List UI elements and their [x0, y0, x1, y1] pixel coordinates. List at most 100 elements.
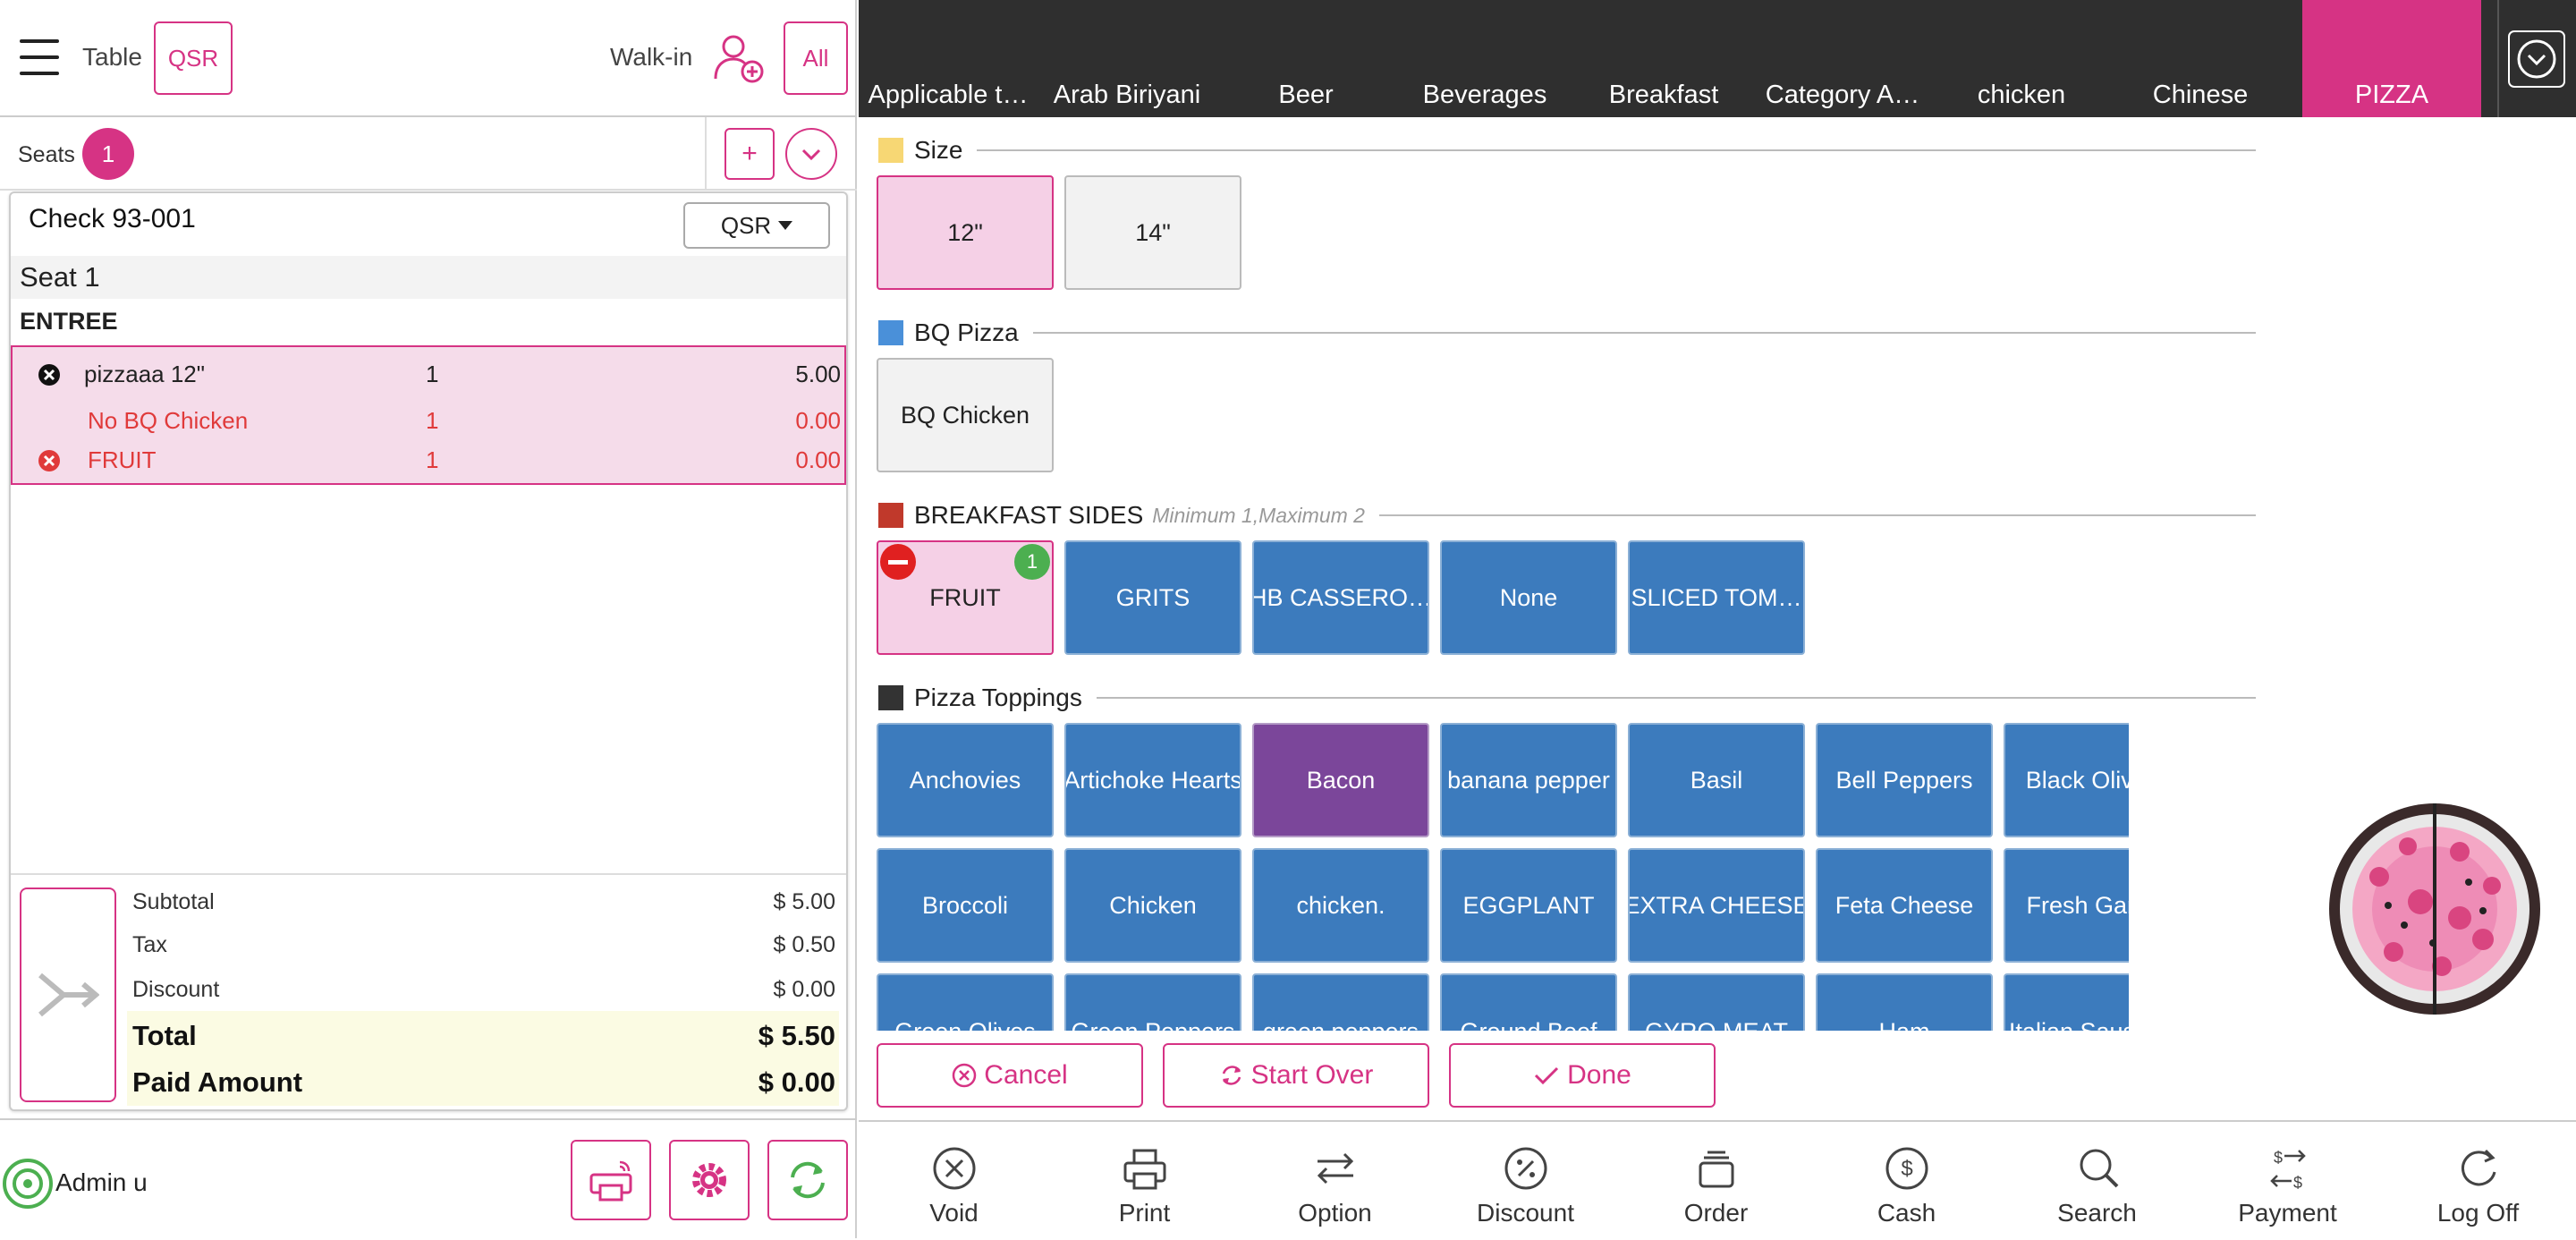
side-option-grits[interactable]: GRITS [1064, 540, 1241, 655]
topping-option[interactable]: Black Olives [2004, 723, 2129, 837]
topping-option[interactable]: Green Olives [877, 973, 1054, 1031]
walkin-label[interactable]: Walk-in [610, 43, 693, 71]
topping-option[interactable]: GYRO MEAT [1628, 973, 1805, 1031]
topping-option[interactable]: Fresh Garlic [2004, 848, 2129, 963]
topping-option[interactable]: Feta Cheese [1816, 848, 1993, 963]
size-option-12[interactable]: 12" [877, 175, 1054, 290]
topping-option[interactable]: Bacon [1252, 723, 1429, 837]
settings-button[interactable] [669, 1140, 750, 1220]
check-title: Check 93-001 [29, 204, 196, 234]
minus-icon[interactable] [880, 544, 916, 580]
side-option-none[interactable]: None [1440, 540, 1617, 655]
cancel-button[interactable]: Cancel [877, 1043, 1143, 1108]
modifier-row[interactable]: FRUIT 1 0.00 [13, 444, 844, 476]
table-label[interactable]: Table [82, 43, 142, 71]
remove-item-icon[interactable] [38, 363, 61, 386]
more-categories-button[interactable] [2497, 0, 2576, 117]
chevron-down-icon [2508, 30, 2565, 88]
void-icon [933, 1147, 975, 1190]
cash-button[interactable]: $ Cash [1811, 1122, 2002, 1240]
check-card: Check 93-001 QSR Seat 1 ENTREE pizzaaa 1… [9, 191, 848, 1111]
tab-chinese[interactable]: Chinese [2152, 81, 2249, 109]
topping-option[interactable]: Bell Peppers [1816, 723, 1993, 837]
seats-label: Seats [18, 142, 75, 167]
order-label: Order [1683, 1199, 1749, 1227]
topping-option[interactable]: Artichoke Hearts [1064, 723, 1241, 837]
size-swatch [878, 138, 903, 163]
menu-icon[interactable] [20, 39, 59, 75]
tab-chicken[interactable]: chicken [1977, 81, 2066, 109]
topping-option[interactable]: EGGPLANT [1440, 848, 1617, 963]
topping-option[interactable]: Italian Sausage [2004, 973, 2129, 1031]
topping-option[interactable]: banana pepper [1440, 723, 1617, 837]
bq-chicken-option[interactable]: BQ Chicken [877, 358, 1054, 472]
tab-beverages[interactable]: Beverages [1422, 81, 1547, 109]
topping-option[interactable]: Chicken [1064, 848, 1241, 963]
divider [2497, 0, 2499, 117]
totals-panel: Subtotal $ 5.00 Tax $ 0.50 Discount $ 0.00 … [11, 873, 846, 1109]
size-option-14[interactable]: 14" [1064, 175, 1241, 290]
seat-header[interactable]: Seat 1 [11, 256, 846, 299]
all-button[interactable]: All [784, 21, 848, 95]
modifier-row[interactable]: No BQ Chicken 1 0.00 [13, 404, 844, 437]
toppings-grid[interactable]: Anchovies Artichoke Hearts Bacon banana … [859, 721, 2129, 1031]
sync-button[interactable] [767, 1140, 848, 1220]
tax-value: $ 0.50 [773, 932, 835, 957]
add-seat-button[interactable]: + [724, 128, 775, 180]
order-button[interactable]: Order [1621, 1122, 1811, 1240]
selected-item-group[interactable]: pizzaaa 12" 1 5.00 No BQ Chicken 1 0.00 … [11, 345, 846, 485]
order-stack-icon [1699, 1151, 1733, 1188]
item-row[interactable]: pizzaaa 12" 1 5.00 [13, 356, 844, 392]
menu-panel: Applicable t… Arab Biriyani Beer Beverag… [859, 0, 2576, 1238]
done-button[interactable]: Done [1449, 1043, 1716, 1108]
chevron-down-icon[interactable] [785, 128, 837, 180]
payment-exchange-icon: $$ [2269, 1149, 2306, 1192]
sides-swatch [878, 503, 903, 528]
search-button[interactable]: Search [2002, 1122, 2192, 1240]
side-option-sliced-tomato[interactable]: SLICED TOM… [1628, 540, 1805, 655]
tab-breakfast[interactable]: Breakfast [1608, 81, 1719, 109]
topping-option[interactable]: Anchovies [877, 723, 1054, 837]
discount-button[interactable]: Discount [1430, 1122, 1621, 1240]
topping-option[interactable]: Basil [1628, 723, 1805, 837]
logoff-button[interactable]: Log Off [2383, 1122, 2573, 1240]
tab-applicable[interactable]: Applicable t… [868, 81, 1029, 109]
check-mode-dropdown[interactable]: QSR [683, 202, 830, 249]
payment-label: Payment [2238, 1199, 2337, 1227]
modifier-name: FRUIT [88, 446, 157, 473]
void-label: Void [929, 1199, 979, 1227]
topping-option[interactable]: Broccoli [877, 848, 1054, 963]
qsr-button[interactable]: QSR [154, 21, 233, 95]
category-tabs: Applicable t… Arab Biriyani Beer Beverag… [859, 0, 2576, 117]
cash-label: Cash [1877, 1199, 1936, 1227]
add-customer-icon[interactable] [712, 30, 767, 86]
topping-option[interactable]: Green Peppers [1064, 973, 1241, 1031]
void-button[interactable]: Void [859, 1122, 1049, 1240]
cancel-icon [953, 1063, 977, 1088]
logoff-label: Log Off [2436, 1199, 2520, 1227]
tab-category-a[interactable]: Category A… [1765, 81, 1920, 109]
remove-modifier-icon[interactable] [38, 449, 61, 472]
topping-option[interactable]: EXTRA CHEESE [1628, 848, 1805, 963]
option-button[interactable]: Option [1240, 1122, 1430, 1240]
seat-count-badge[interactable]: 1 [82, 128, 134, 180]
modifier-name: No BQ Chicken [88, 406, 249, 434]
side-option-fruit[interactable]: FRUIT 1 [877, 540, 1054, 655]
pizza-portion-icon[interactable] [2326, 800, 2544, 1018]
print-button[interactable] [571, 1140, 651, 1220]
topping-option[interactable]: Ground Beef [1440, 973, 1617, 1031]
tab-arab-biriyani[interactable]: Arab Biriyani [1053, 81, 1201, 109]
order-footer: Admin u [0, 1118, 857, 1238]
tab-pizza[interactable]: PIZZA [2302, 0, 2481, 117]
topping-option[interactable]: Ham [1816, 973, 1993, 1031]
topping-option[interactable]: green peppers [1252, 973, 1429, 1031]
tab-beer[interactable]: Beer [1278, 81, 1334, 109]
user-name: Admin u [55, 1168, 148, 1196]
side-option-hb-casserole[interactable]: HB CASSERO… [1252, 540, 1429, 655]
split-check-button[interactable] [20, 888, 116, 1102]
discount-toolbar-label: Discount [1477, 1199, 1574, 1227]
topping-option[interactable]: chicken. [1252, 848, 1429, 963]
payment-button[interactable]: $ $ Payment [2192, 1122, 2383, 1240]
start-over-button[interactable]: Start Over [1163, 1043, 1429, 1108]
print-toolbar-button[interactable]: Print [1049, 1122, 1240, 1240]
